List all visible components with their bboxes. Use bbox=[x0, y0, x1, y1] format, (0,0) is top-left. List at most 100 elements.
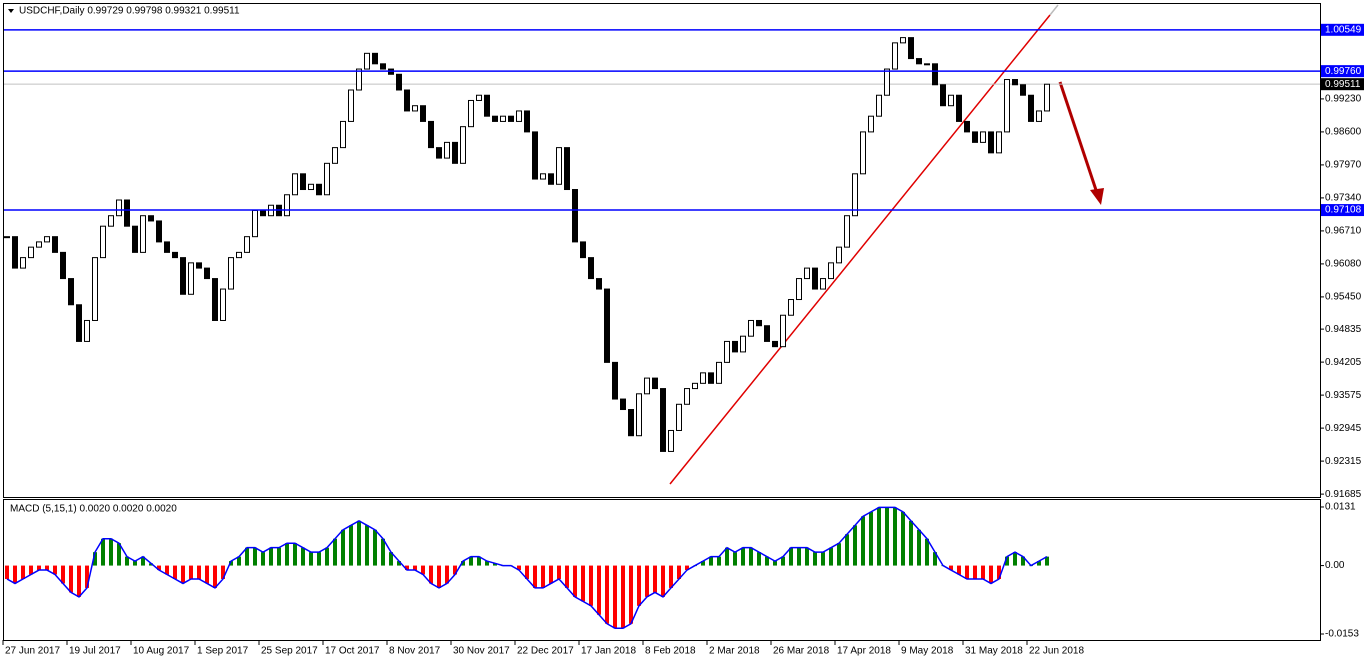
macd-bar bbox=[805, 547, 809, 566]
candle bbox=[252, 209, 258, 238]
macd-bar bbox=[277, 547, 281, 566]
macd-bar bbox=[365, 525, 369, 566]
macd-bar bbox=[989, 565, 993, 584]
candle bbox=[876, 94, 882, 117]
macd-bar bbox=[237, 556, 241, 566]
macd-bar bbox=[397, 561, 401, 566]
macd-bar bbox=[293, 543, 297, 566]
level-label-bg bbox=[1321, 65, 1364, 78]
candle bbox=[676, 403, 682, 431]
arrow-head bbox=[1090, 188, 1104, 205]
x-tick-label: 22 Jun 2018 bbox=[1029, 646, 1084, 657]
current-price-label: 0.99511 bbox=[1325, 79, 1361, 90]
arrow-shaft bbox=[1058, 81, 1099, 194]
macd-bar bbox=[1045, 556, 1049, 566]
macd-bar bbox=[517, 565, 521, 571]
candle bbox=[572, 189, 578, 243]
macd-bar bbox=[533, 565, 537, 588]
macd-bar bbox=[669, 565, 673, 588]
y-tick-label: 0.94835 bbox=[1325, 324, 1362, 335]
x-tick-label: 8 Feb 2018 bbox=[645, 646, 696, 657]
macd-bar bbox=[429, 565, 433, 584]
candle bbox=[196, 262, 202, 269]
candle bbox=[468, 99, 474, 128]
macd-bar bbox=[965, 565, 969, 579]
macd-bar bbox=[85, 565, 89, 588]
macd-bar bbox=[877, 507, 881, 566]
macd-bar bbox=[933, 552, 937, 566]
macd-bar bbox=[829, 547, 833, 566]
candle bbox=[588, 257, 594, 280]
candle bbox=[540, 173, 546, 180]
macd-bar bbox=[381, 538, 385, 566]
candle bbox=[76, 304, 82, 342]
macd-bar bbox=[117, 543, 121, 566]
macd-bar bbox=[717, 556, 721, 566]
candle bbox=[36, 241, 42, 248]
candle bbox=[1044, 83, 1050, 112]
macd-bar bbox=[645, 565, 649, 597]
macd-bar bbox=[957, 565, 961, 575]
candle bbox=[476, 94, 482, 101]
macd-bar bbox=[885, 507, 889, 566]
x-tick-label: 30 Nov 2017 bbox=[453, 646, 510, 657]
candle bbox=[684, 388, 690, 405]
candle bbox=[20, 257, 26, 269]
macd-y-tick-label: 0.00 bbox=[1325, 560, 1345, 571]
macd-bar bbox=[253, 547, 257, 566]
macd-bar bbox=[613, 565, 617, 629]
macd-y-tick-label: 0.0131 bbox=[1325, 502, 1356, 513]
macd-bar bbox=[565, 565, 569, 588]
y-tick-label: 0.92945 bbox=[1325, 423, 1362, 434]
candle bbox=[644, 377, 650, 395]
macd-bar bbox=[581, 565, 585, 602]
macd-bar bbox=[621, 565, 625, 629]
candle bbox=[140, 215, 146, 253]
candle bbox=[956, 94, 962, 122]
macd-bar bbox=[141, 556, 145, 566]
candle bbox=[700, 372, 706, 384]
candle bbox=[836, 246, 842, 264]
macd-bar bbox=[357, 520, 361, 566]
candle bbox=[948, 94, 954, 107]
x-tick-label: 22 Dec 2017 bbox=[517, 646, 574, 657]
macd-title: MACD (5,15,1) 0.0020 0.0020 0.0020 bbox=[10, 504, 177, 515]
candle bbox=[444, 141, 450, 159]
macd-bar bbox=[189, 565, 193, 579]
macd-bar bbox=[541, 565, 545, 588]
macd-bar bbox=[981, 565, 985, 579]
candle bbox=[596, 278, 602, 290]
macd-bar bbox=[197, 565, 201, 579]
macd-bar bbox=[149, 563, 153, 566]
candle bbox=[380, 63, 386, 70]
macd-bar bbox=[157, 565, 161, 571]
candle bbox=[316, 183, 322, 196]
candle bbox=[348, 89, 354, 122]
candle bbox=[132, 225, 138, 253]
candle bbox=[284, 194, 290, 217]
macd-bar bbox=[1037, 561, 1041, 566]
candle bbox=[668, 429, 674, 452]
candle bbox=[796, 278, 802, 301]
candle bbox=[708, 372, 714, 384]
macd-bar bbox=[869, 511, 873, 566]
candle bbox=[756, 319, 762, 327]
macd-bar bbox=[21, 565, 25, 579]
candle bbox=[204, 267, 210, 280]
macd-bar bbox=[301, 547, 305, 566]
macd-bar bbox=[773, 561, 777, 566]
macd-bar bbox=[285, 543, 289, 566]
macd-bar bbox=[493, 563, 497, 566]
y-tick-label: 0.94205 bbox=[1325, 357, 1362, 368]
candle bbox=[628, 409, 634, 437]
macd-bar bbox=[125, 556, 129, 566]
candle bbox=[940, 84, 946, 107]
macd-bar bbox=[413, 565, 417, 571]
macd-bar bbox=[109, 538, 113, 566]
candle bbox=[92, 257, 98, 321]
macd-bar bbox=[325, 547, 329, 566]
candle bbox=[292, 173, 298, 196]
macd-bar bbox=[485, 561, 489, 566]
